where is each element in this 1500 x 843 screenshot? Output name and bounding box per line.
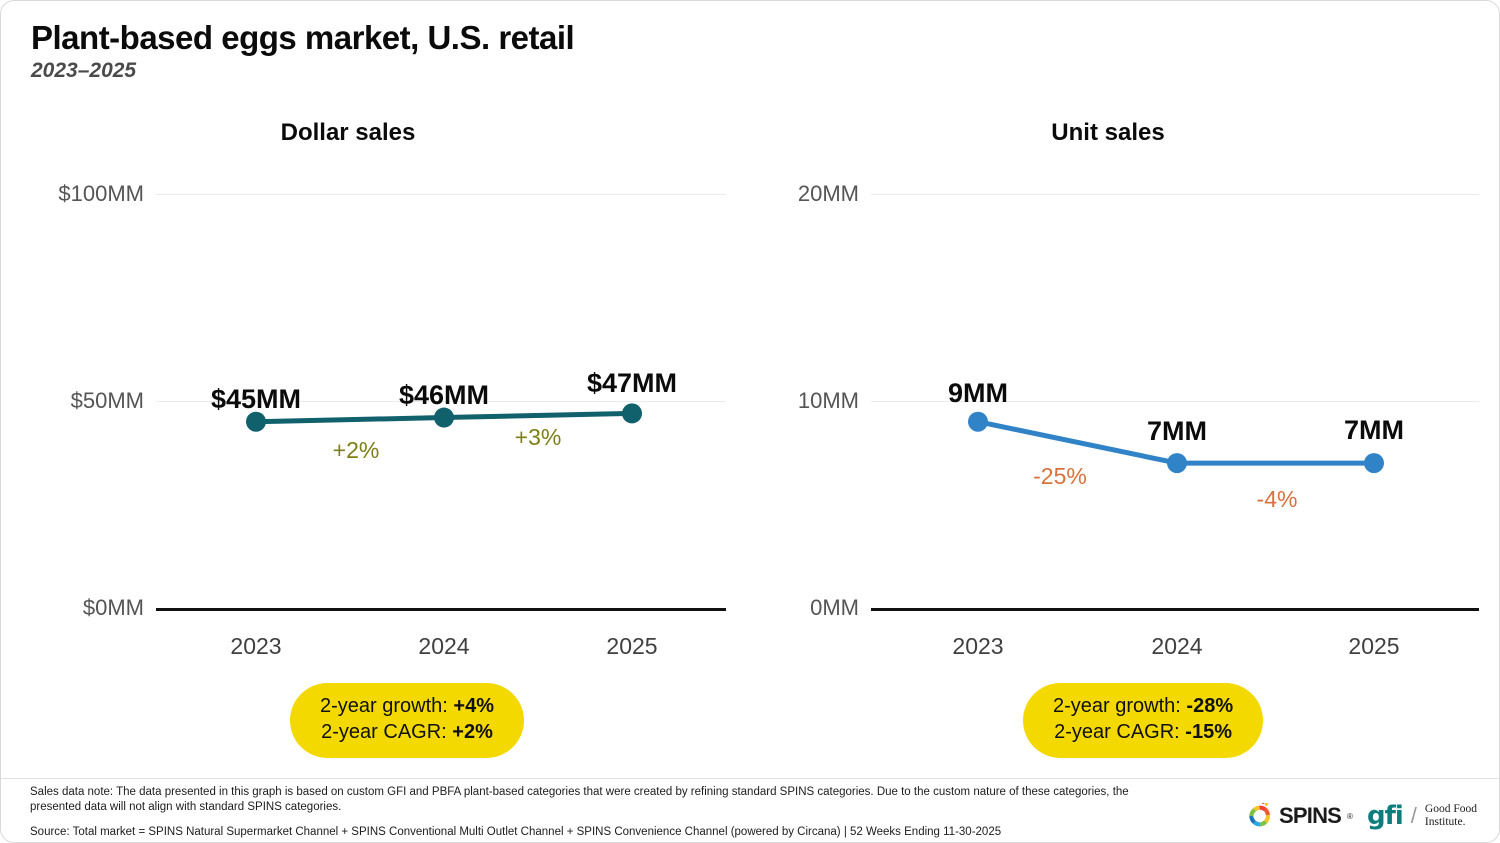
x-axis-tick-label: 2025	[1348, 633, 1400, 659]
y-axis-tick-label: 0MM	[810, 595, 859, 620]
data-point-marker	[622, 403, 642, 424]
gfi-wordmark: gfi	[1366, 801, 1404, 831]
period-change-label: +2%	[332, 437, 380, 463]
data-point-marker	[1364, 453, 1384, 474]
badge-unit-cagr-label: 2-year CAGR:	[1054, 720, 1180, 743]
x-axis-tick-label: 2023	[952, 633, 1004, 659]
footnote-data-note: Sales data note: The data presented in t…	[30, 786, 1129, 814]
data-point-marker	[246, 411, 266, 432]
plot-area-unit-sales: 0MM 10MM 20MM 9MM 7MM 7MM -25% -4% 2023 2024 2025	[751, 111, 1499, 671]
page-title: Plant-based eggs market, U.S. retail	[31, 19, 575, 56]
x-axis-tick-label: 2025	[606, 633, 658, 659]
spins-trademark: ®	[1347, 811, 1353, 821]
y-axis-tick-label: 20MM	[797, 181, 859, 206]
gfi-name-line2: Institute.	[1424, 816, 1466, 828]
badge-unit-summary: 2-year growth: -28% 2-year CAGR: -15%	[1023, 683, 1264, 759]
x-axis-tick-label: 2024	[418, 633, 470, 659]
gfi-slash-divider: /	[1410, 803, 1417, 828]
y-axis-tick-label: $50MM	[70, 388, 144, 413]
badge-unit-growth-label: 2-year growth:	[1053, 695, 1181, 717]
x-axis-line	[156, 608, 726, 611]
badge-unit-growth-value: -28%	[1186, 695, 1234, 717]
footer-logos: SPINS ® gfi / Good Food Institute.	[1247, 801, 1477, 831]
series-line-group	[968, 411, 1384, 474]
spins-wordmark: SPINS	[1279, 803, 1342, 828]
data-point-marker	[1167, 453, 1187, 474]
badge-dollar-growth-label: 2-year growth:	[320, 695, 448, 717]
badge-dollar-cagr-value: +2%	[452, 720, 493, 743]
data-point-label: 7MM	[1147, 416, 1207, 447]
y-axis-tick-label: $100MM	[58, 181, 144, 206]
series-line-group	[246, 403, 642, 432]
badge-dollar-cagr-row: 2-year CAGR: +2%	[320, 720, 494, 746]
x-axis-tick-label: 2024	[1151, 633, 1203, 659]
footer-divider	[1, 778, 1499, 779]
panel-title-dollar-sales: Dollar sales	[280, 119, 416, 146]
badge-dollar-summary: 2-year growth: +4% 2-year CAGR: +2%	[290, 683, 524, 759]
panel-dollar-sales: Dollar sales $0MM $50MM $100MM $45MM $46MM $4…	[1, 111, 751, 671]
spins-globe-icon	[1249, 803, 1270, 827]
gridline	[156, 194, 726, 195]
badge-unit-growth-row: 2-year growth: -28%	[1053, 694, 1233, 720]
spins-logo: SPINS ®	[1247, 803, 1353, 829]
y-axis-tick-label: $0MM	[82, 595, 144, 620]
gridline	[871, 194, 1479, 195]
badge-unit-cagr-row: 2-year CAGR: -15%	[1053, 720, 1233, 746]
plot-area-dollar-sales: $0MM $50MM $100MM $45MM $46MM $47MM +2% +3% 2023…	[1, 111, 751, 671]
data-point-label: 9MM	[948, 377, 1008, 408]
period-change-label: +3%	[514, 424, 562, 450]
gfi-name-line1: Good Food	[1424, 802, 1477, 815]
data-point-marker	[968, 411, 988, 432]
badge-dollar-cagr-label: 2-year CAGR:	[321, 720, 447, 743]
gridline	[871, 401, 1479, 402]
data-point-label: $47MM	[586, 368, 678, 399]
footnotes: Sales data note: The data presented in t…	[30, 785, 1150, 840]
panel-title-unit-sales: Unit sales	[1051, 119, 1165, 146]
badge-unit-cagr-value: -15%	[1185, 720, 1232, 743]
y-axis-tick-label: 10MM	[797, 388, 859, 413]
chart-subtitle: 2023–2025	[31, 58, 137, 82]
gfi-logo: gfi / Good Food Institute.	[1367, 801, 1477, 831]
x-axis-line	[871, 608, 1479, 611]
period-change-label: -4%	[1256, 486, 1298, 512]
data-point-label: $45MM	[210, 383, 302, 414]
period-change-label: -25%	[1033, 463, 1087, 489]
chart-header: Plant-based eggs market, U.S. retail 202…	[31, 19, 575, 83]
gfi-full-name: Good Food Institute.	[1425, 803, 1477, 829]
badge-dollar-growth-row: 2-year growth: +4%	[320, 694, 494, 720]
footnote-source: Source: Total market = SPINS Natural Sup…	[30, 825, 1002, 838]
data-point-label: $46MM	[398, 379, 490, 410]
x-axis-tick-label: 2023	[230, 633, 282, 659]
data-point-marker	[434, 407, 454, 428]
badge-dollar-growth-value: +4%	[453, 695, 494, 717]
panel-unit-sales: Unit sales 0MM 10MM 20MM 9MM 7MM 7MM -25% -4% 20…	[751, 111, 1499, 671]
data-point-label: 7MM	[1344, 415, 1404, 446]
gridline	[156, 401, 726, 402]
